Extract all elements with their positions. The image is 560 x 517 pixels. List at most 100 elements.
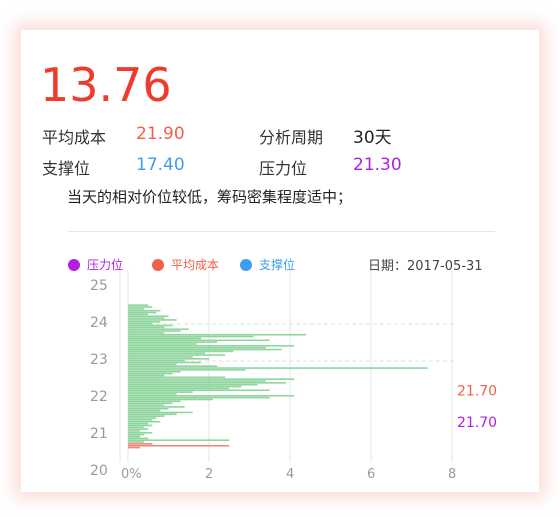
bar-7 — [128, 317, 165, 319]
legend-pressure-label: 压力位 — [87, 258, 124, 272]
x-axis-ticks: 0% 2 4 6 8 — [121, 467, 456, 482]
bar-35 — [128, 369, 246, 371]
bar-28 — [128, 356, 193, 358]
current-price: 13.76 — [40, 58, 172, 112]
bar-15 — [128, 332, 165, 334]
bar-36 — [128, 370, 181, 373]
right-label-0: 21.70 — [457, 383, 497, 399]
bar-6 — [128, 315, 169, 318]
bar-14 — [128, 330, 181, 332]
bar-5 — [128, 313, 149, 316]
bar-22 — [128, 345, 295, 347]
bar-25 — [128, 350, 234, 353]
bar-16 — [128, 333, 307, 336]
bar-1 — [128, 306, 153, 308]
y-tick-22: 22 — [90, 389, 108, 405]
support-label: 支撑位 — [42, 159, 91, 178]
bar-19 — [128, 339, 270, 342]
bar-30 — [128, 359, 185, 362]
bar-40 — [128, 378, 295, 380]
avg-cost-value: 21.90 — [136, 124, 185, 144]
pressure-dot-icon — [68, 258, 80, 271]
pressure-value: 21.30 — [353, 155, 402, 175]
bar-10 — [128, 322, 153, 325]
bar-44 — [128, 385, 242, 388]
bar-46 — [128, 389, 270, 392]
legend-avg-cost-label: 平均成本 — [171, 258, 220, 272]
bar-38 — [128, 374, 165, 377]
bar-17 — [128, 335, 254, 338]
bar-67 — [128, 428, 149, 430]
bar-18 — [128, 337, 201, 340]
y-axis-ticks: 25 24 23 22 21 20 — [90, 278, 108, 479]
chart-bars — [128, 304, 428, 449]
pressure-label: 压力位 — [259, 159, 308, 178]
bar-43 — [128, 383, 258, 386]
divider — [68, 231, 495, 232]
bar-58 — [128, 411, 193, 414]
bar-34 — [128, 367, 428, 369]
y-tick-24: 24 — [90, 315, 108, 331]
bar-55 — [128, 406, 185, 408]
bar-59 — [128, 413, 177, 416]
bar-42 — [128, 382, 286, 384]
bar-49 — [128, 395, 295, 397]
bar-31 — [128, 361, 201, 364]
bar-77 — [128, 446, 141, 449]
y-tick-21: 21 — [90, 426, 108, 442]
bar-65 — [128, 424, 153, 427]
bar-48 — [128, 393, 177, 395]
y-tick-20: 20 — [90, 463, 108, 479]
bar-13 — [128, 328, 189, 330]
bar-52 — [128, 400, 181, 403]
bar-24 — [128, 348, 282, 351]
analysis-description: 当天的相对价位较低，筹码密集程度适中； — [67, 188, 353, 206]
bar-72 — [128, 437, 149, 440]
bar-56 — [128, 407, 169, 410]
bar-74 — [128, 441, 145, 443]
avg-cost-label: 平均成本 — [42, 128, 107, 147]
y-tick-23: 23 — [90, 352, 108, 368]
bar-45 — [128, 387, 230, 390]
bar-9 — [128, 321, 161, 323]
right-price-labels: 21.70 21.70 — [457, 383, 497, 430]
bar-26 — [128, 352, 205, 355]
legend-support: 支撑位 — [240, 256, 295, 273]
bar-2 — [128, 308, 145, 310]
bar-71 — [128, 435, 141, 438]
bar-0 — [128, 304, 149, 306]
legend-pressure: 压力位 — [68, 256, 123, 273]
period-label: 分析周期 — [259, 128, 324, 147]
bar-12 — [128, 326, 165, 329]
bar-66 — [128, 426, 145, 429]
bar-64 — [128, 422, 149, 425]
bar-32 — [128, 363, 177, 366]
bar-50 — [128, 396, 270, 399]
bar-63 — [128, 420, 161, 423]
bar-20 — [128, 341, 218, 343]
bar-68 — [128, 430, 141, 432]
bar-4 — [128, 311, 157, 314]
bar-39 — [128, 376, 226, 379]
bar-53 — [128, 402, 173, 404]
bar-23 — [128, 346, 266, 349]
x-tick-2: 4 — [286, 467, 294, 482]
support-dot-icon — [240, 258, 252, 271]
y-tick-25: 25 — [90, 278, 108, 294]
legend-support-label: 支撑位 — [259, 258, 296, 272]
avg-cost-dot-icon — [152, 258, 164, 271]
bar-54 — [128, 404, 165, 406]
bar-75 — [128, 443, 153, 445]
bar-51 — [128, 398, 214, 401]
bar-33 — [128, 365, 218, 367]
bar-37 — [128, 372, 173, 375]
period-value: 30天 — [353, 128, 392, 148]
legend-avg-cost: 平均成本 — [152, 256, 219, 273]
bar-27 — [128, 354, 226, 356]
bar-29 — [128, 358, 209, 360]
bar-3 — [128, 309, 161, 312]
chip-distribution-card — [21, 30, 539, 492]
bar-8 — [128, 319, 177, 321]
bar-21 — [128, 343, 197, 345]
